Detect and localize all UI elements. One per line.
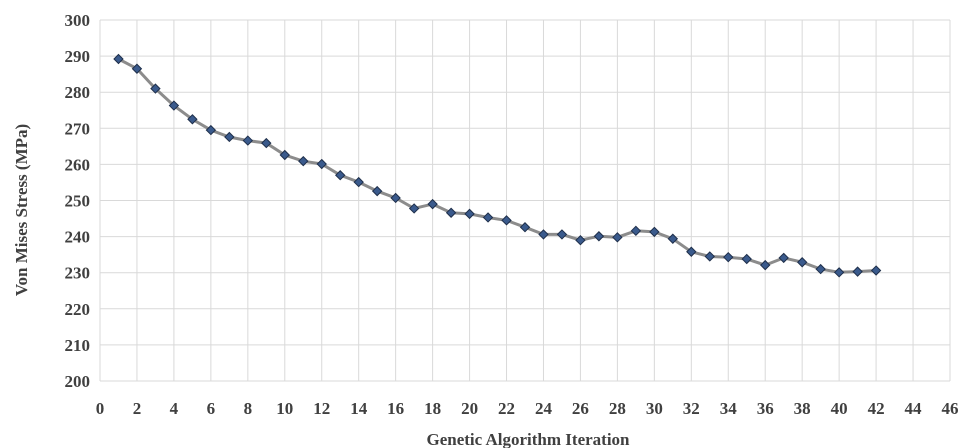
data-point-marker [187, 114, 198, 125]
data-point-marker [482, 212, 494, 223]
data-point-marker [760, 259, 771, 271]
x-tick-label: 40 [831, 399, 848, 418]
x-tick-label: 2 [133, 399, 142, 418]
data-point-marker [205, 124, 217, 136]
data-point-marker [408, 203, 420, 214]
x-tick-label: 8 [244, 399, 253, 418]
data-point-marker [556, 229, 568, 240]
data-point-marker [538, 229, 549, 240]
data-point-marker [371, 185, 383, 197]
data-point-marker [519, 222, 531, 233]
x-tick-label: 24 [535, 399, 553, 418]
y-tick-label: 230 [65, 264, 91, 283]
data-point-marker [815, 263, 826, 275]
data-point-marker [778, 252, 789, 264]
y-tick-label: 240 [65, 228, 91, 247]
data-point-marker [427, 198, 438, 210]
x-tick-label: 30 [646, 399, 663, 418]
data-point-marker [852, 266, 863, 277]
x-tick-label: 28 [609, 399, 626, 418]
x-tick-label: 36 [757, 399, 774, 418]
data-point-marker [464, 208, 475, 220]
x-axis-title: Genetic Algorithm Iteration [426, 430, 630, 448]
data-point-marker [131, 63, 143, 74]
data-point-marker [335, 170, 346, 181]
data-point-marker [298, 155, 309, 167]
x-tick-label: 14 [350, 399, 368, 418]
data-point-marker [575, 235, 586, 246]
data-point-marker [445, 207, 457, 218]
y-tick-label: 250 [65, 192, 91, 211]
data-point-marker [630, 225, 642, 237]
data-point-marker [279, 149, 290, 161]
data-point-marker [796, 257, 808, 268]
data-point-marker [168, 100, 180, 111]
data-point-marker [723, 251, 734, 263]
data-point-marker [667, 233, 679, 244]
data-point-marker [870, 265, 882, 276]
y-tick-label: 220 [65, 300, 91, 319]
data-point-marker [593, 231, 605, 242]
series-layer [113, 53, 882, 278]
data-point-marker [316, 158, 327, 170]
x-tick-label: 6 [207, 399, 216, 418]
data-point-marker [224, 131, 235, 143]
y-axis-title: Von Mises Stress (MPa) [12, 124, 31, 296]
x-tick-label: 4 [170, 399, 179, 418]
x-tick-label: 32 [683, 399, 700, 418]
data-point-marker [113, 53, 124, 65]
x-tick-label: 44 [905, 399, 923, 418]
data-point-marker [150, 83, 161, 94]
y-tick-label: 210 [65, 336, 91, 355]
data-point-marker [833, 267, 845, 278]
x-tick-label: 10 [276, 399, 293, 418]
x-tick-label: 12 [313, 399, 330, 418]
x-tick-label: 34 [720, 399, 738, 418]
y-tick-label: 290 [65, 47, 91, 66]
data-point-marker [501, 215, 512, 226]
y-tick-label: 260 [65, 155, 91, 174]
x-tick-label: 20 [461, 399, 478, 418]
data-point-marker [686, 246, 697, 257]
x-tick-label: 46 [942, 399, 959, 418]
y-tick-label: 280 [65, 83, 91, 102]
data-point-marker [741, 253, 752, 265]
data-point-marker [261, 137, 272, 149]
y-tick-label: 300 [65, 11, 91, 30]
data-point-marker [353, 176, 364, 188]
data-point-marker [649, 226, 660, 238]
x-tick-label: 42 [868, 399, 885, 418]
series-line [117, 57, 877, 274]
x-tick-label: 18 [424, 399, 441, 418]
y-tick-label: 200 [65, 372, 91, 391]
x-tick-label: 22 [498, 399, 515, 418]
data-point-marker [704, 251, 715, 262]
x-tick-label: 26 [572, 399, 589, 418]
grid-layer [99, 19, 951, 382]
data-point-marker [390, 192, 401, 204]
data-point-marker [242, 135, 254, 146]
x-tick-label: 16 [387, 399, 404, 418]
data-point-marker [612, 232, 623, 243]
x-tick-label: 38 [794, 399, 811, 418]
x-tick-label: 0 [96, 399, 105, 418]
y-tick-label: 270 [65, 119, 91, 138]
